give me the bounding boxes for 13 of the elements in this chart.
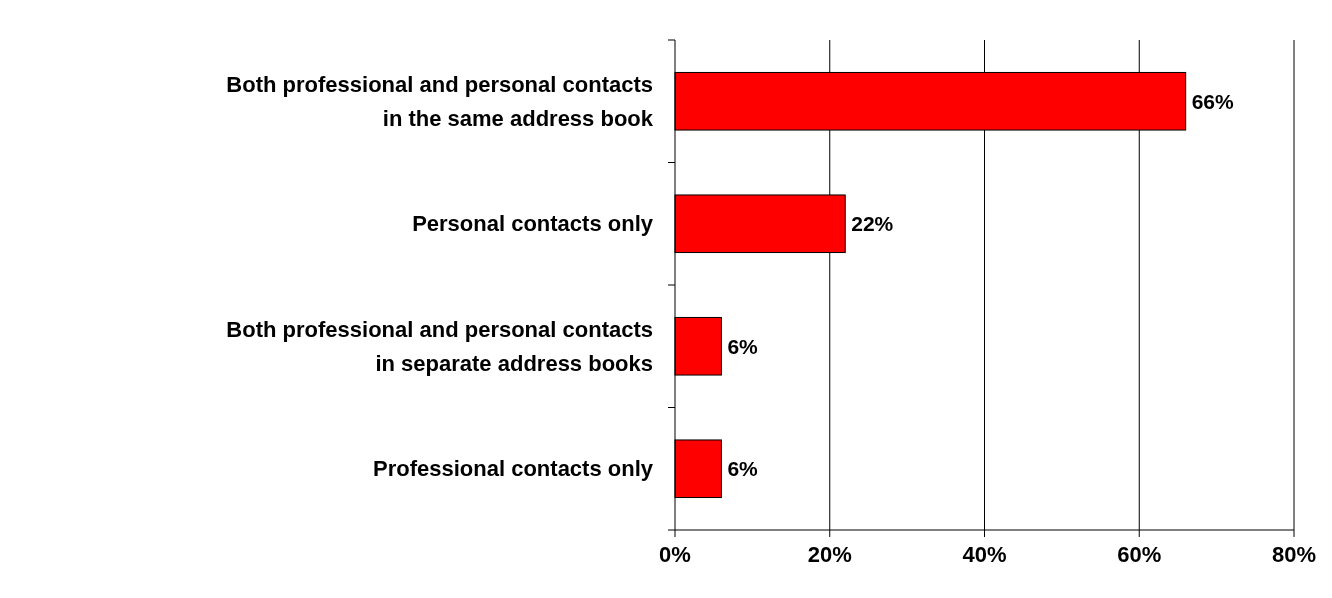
y-tick-label: Professional contacts only	[373, 456, 654, 482]
data-label: 22%	[851, 212, 894, 236]
x-tick-label: 0%	[659, 542, 691, 567]
y-tick-label: Personal contacts only	[412, 211, 654, 237]
data-label: 6%	[727, 334, 759, 358]
x-tick-label: 80%	[1271, 542, 1317, 567]
x-tick-label: 40%	[962, 542, 1007, 567]
x-tick-label: 20%	[807, 542, 852, 567]
y-tick-label: Both professional and personal contacts in the same address book	[226, 71, 654, 131]
data-label: 6%	[727, 457, 759, 481]
y-tick-label: Both professional and personal contacts in separate address books	[226, 316, 653, 376]
data-label: 66%	[1191, 89, 1235, 113]
x-tick-label: 60%	[1117, 542, 1162, 567]
